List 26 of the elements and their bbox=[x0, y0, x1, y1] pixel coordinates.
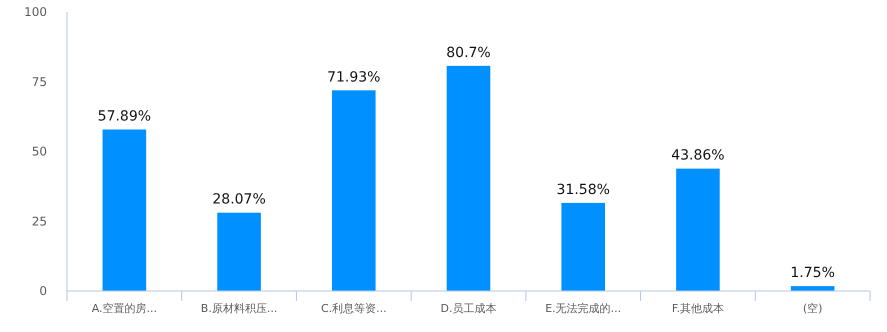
y-tick-label: 0 bbox=[39, 284, 47, 298]
data-label: 71.93% bbox=[327, 69, 380, 86]
bar bbox=[332, 90, 376, 291]
data-label: 1.75% bbox=[790, 265, 835, 282]
bar bbox=[446, 66, 490, 291]
x-tick-label: E.无法完成的... bbox=[545, 302, 622, 315]
x-tick-label: D.员工成本 bbox=[440, 302, 496, 315]
y-tick-label: 100 bbox=[24, 5, 47, 20]
data-label: 31.58% bbox=[556, 182, 610, 198]
y-tick-label: 50 bbox=[32, 144, 47, 159]
bar bbox=[102, 129, 146, 291]
x-tick-label: A.空置的房... bbox=[92, 302, 158, 315]
y-tick-label: 25 bbox=[32, 214, 47, 228]
x-tick-label: (空) bbox=[802, 302, 822, 315]
x-tick-label: F.其他成本 bbox=[672, 302, 724, 315]
data-label: 80.7% bbox=[446, 44, 491, 61]
bar bbox=[790, 286, 834, 291]
bar bbox=[217, 212, 261, 291]
bar bbox=[676, 168, 720, 291]
bar bbox=[561, 202, 606, 291]
data-label: 28.07% bbox=[212, 192, 266, 208]
data-label: 43.86% bbox=[671, 148, 725, 164]
x-tick-label: B.原材料积压... bbox=[200, 302, 278, 315]
y-tick-label: 75 bbox=[32, 74, 47, 89]
x-tick-label: C.利息等资... bbox=[320, 302, 387, 315]
data-label: 57.89% bbox=[98, 108, 152, 124]
